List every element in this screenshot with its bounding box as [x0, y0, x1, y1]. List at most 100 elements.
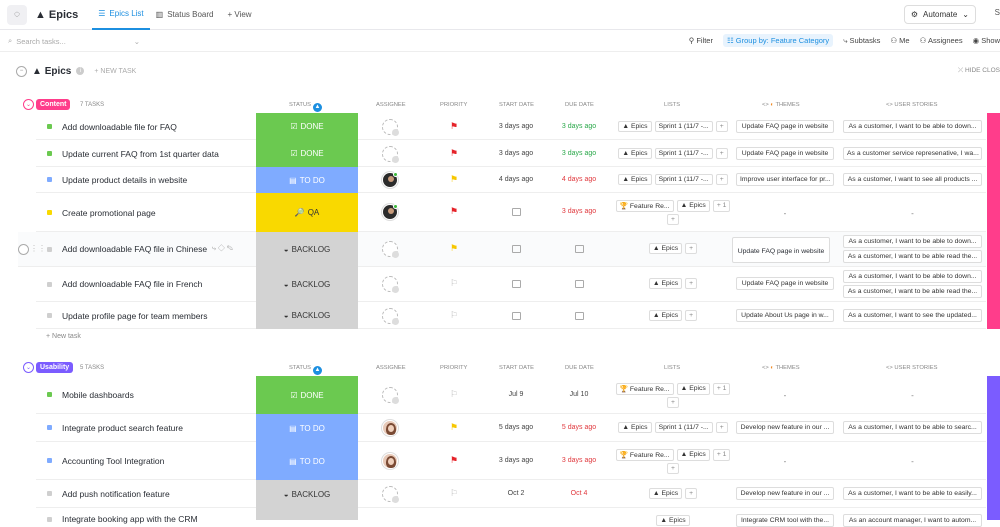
task-name[interactable]: Accounting Tool Integration	[62, 456, 165, 466]
flag-icon[interactable]: ⚐	[450, 310, 459, 320]
list-tag[interactable]: ▲ Epics	[648, 243, 683, 254]
story-tag[interactable]: As a customer, I want to be able to easi…	[843, 487, 982, 500]
table-row[interactable]: Integrate product search feature ▤ TO DO …	[36, 414, 986, 442]
workspace-icon[interactable]: ◌	[7, 4, 27, 25]
due-date[interactable]: Jul 10	[569, 391, 589, 398]
status-cell[interactable]: ☑ DONE	[256, 140, 358, 167]
list-tag[interactable]: ▲ Epics	[656, 515, 690, 526]
list-tag[interactable]: 🏆 Feature Re...	[615, 383, 674, 395]
row-actions-icons[interactable]: ⤷ ◇ ✎	[212, 245, 234, 252]
task-name[interactable]: Add push notification feature	[62, 489, 170, 499]
col-due-date[interactable]: DUE DATE	[565, 365, 594, 371]
tab-epics-list[interactable]: ☰ Epics List	[92, 0, 150, 30]
col-assignee[interactable]: ASSIGNEE	[376, 102, 406, 108]
flag-icon[interactable]: ⚑	[450, 174, 459, 184]
sort-icon[interactable]: ▲	[313, 103, 323, 112]
table-row[interactable]: Add downloadable FAQ file in French ◒ BAC…	[36, 267, 986, 302]
flag-icon[interactable]: ⚑	[450, 206, 459, 216]
col-themes[interactable]: <> ◐ THEMES	[762, 365, 800, 371]
themes-cell[interactable]: Update FAQ page in website	[732, 237, 830, 263]
table-row[interactable]: Integrate booking app with the CRM ▲ Epi…	[36, 508, 986, 527]
table-row[interactable]: Update product details in website ▤ TO DO…	[36, 167, 986, 193]
list-tag[interactable]: ▲ Epics	[676, 383, 710, 395]
task-name[interactable]: Add downloadable FAQ file in Chinese	[62, 244, 208, 254]
hide-closed-button[interactable]: ⤫ HIDE CLOS	[957, 67, 1000, 74]
new-task-button[interactable]: + NEW TASK	[94, 67, 137, 75]
list-tag[interactable]: ▲ Epics	[618, 174, 652, 185]
more-lists[interactable]: + 1	[712, 200, 731, 212]
avatar[interactable]	[382, 420, 398, 436]
theme-tag[interactable]: Update About Us page in w...	[736, 309, 834, 322]
due-date[interactable]: 3 days ago	[561, 208, 597, 215]
list-tag[interactable]: ▲ Epics	[618, 148, 652, 159]
list-tag[interactable]: ▲ Epics	[676, 449, 710, 461]
task-name[interactable]: Add downloadable FAQ file in French	[62, 279, 203, 289]
calendar-icon[interactable]	[575, 280, 584, 288]
story-tag[interactable]: As a customer, I want to be able read th…	[843, 285, 982, 298]
list-tag[interactable]: Sprint 1 (11/7 -...	[654, 174, 713, 185]
calendar-icon[interactable]	[512, 245, 521, 253]
flag-icon[interactable]: ⚑	[450, 243, 459, 253]
automate-button[interactable]: ⚙ Automate ⌄	[903, 5, 976, 24]
table-row[interactable]: Update current FAQ from 1st quarter data…	[36, 140, 986, 167]
list-tag[interactable]: Sprint 1 (11/7 -...	[654, 422, 713, 433]
collapse-group-icon[interactable]: ⌄	[23, 362, 34, 373]
status-cell[interactable]: ▤ TO DO	[256, 442, 358, 480]
col-priority[interactable]: PRIORITY	[440, 102, 468, 108]
table-row[interactable]: Add push notification feature ◒ BACKLOG ⚐…	[36, 480, 986, 508]
start-date[interactable]: Oct 2	[507, 490, 525, 497]
new-task-button[interactable]: + New task	[46, 333, 81, 340]
search-box[interactable]: ⌕ Search tasks... ⌄	[8, 36, 140, 46]
status-cell[interactable]: ◒ BACKLOG	[256, 232, 358, 267]
due-date[interactable]: 3 days ago	[561, 457, 597, 464]
flag-icon[interactable]: ⚑	[450, 121, 459, 131]
status-cell[interactable]: 🔎 QA	[256, 193, 358, 232]
theme-tag[interactable]: Develop new feature in our ...	[736, 487, 834, 500]
add-list-button[interactable]: +	[685, 243, 698, 254]
due-date[interactable]: Oct 4	[570, 490, 588, 497]
list-tag[interactable]: 🏆 Feature Re...	[615, 449, 674, 461]
theme-tag[interactable]: Improve user interface for pr...	[736, 173, 834, 186]
drag-handle-icon[interactable]: ⋮⋮	[30, 244, 46, 253]
story-tag[interactable]: As an account manager, I want to autom..…	[843, 514, 982, 527]
calendar-icon[interactable]	[575, 312, 584, 320]
me-button[interactable]: ⚇ Me	[890, 36, 910, 45]
more-lists[interactable]: + 1	[712, 383, 731, 395]
table-row[interactable]: Add downloadable file for FAQ ☑ DONE ⚑ 3 …	[36, 113, 986, 140]
show-button[interactable]: ◉ Show	[972, 36, 1000, 45]
theme-tag[interactable]: Update FAQ page in website	[736, 120, 834, 133]
status-cell[interactable]: ▤ TO DO	[256, 167, 358, 193]
col-lists[interactable]: LISTS	[664, 365, 681, 371]
status-cell[interactable]: ◒ BACKLOG	[256, 267, 358, 302]
due-date[interactable]: 4 days ago	[561, 176, 597, 183]
table-row[interactable]: ⋮⋮ Add downloadable FAQ file in Chinese …	[18, 232, 986, 267]
calendar-icon[interactable]	[512, 312, 521, 320]
group-badge[interactable]: Usability	[36, 362, 74, 373]
task-name[interactable]: Integrate booking app with the CRM	[62, 514, 198, 524]
group-by-button[interactable]: ☷ Group by: Feature Category	[722, 34, 834, 47]
task-name[interactable]: Mobile dashboards	[62, 390, 134, 400]
theme-tag[interactable]: Update FAQ page in website	[736, 147, 834, 160]
list-tag[interactable]: ▲ Epics	[618, 121, 652, 132]
table-row[interactable]: Update profile page for team members ◒ BA…	[36, 302, 986, 329]
table-row[interactable]: Accounting Tool Integration ▤ TO DO ⚑ 3 d…	[36, 442, 986, 480]
table-row[interactable]: Create promotional page 🔎 QA ⚑ 3 days ago…	[36, 193, 986, 232]
assignee-empty[interactable]	[382, 387, 399, 404]
add-list-button[interactable]: +	[715, 422, 728, 433]
start-date[interactable]: 5 days ago	[498, 424, 534, 431]
list-tag[interactable]: ▲ Epics	[648, 310, 683, 321]
story-tag[interactable]: As a customer, I want to be able to down…	[843, 270, 982, 283]
start-date[interactable]: 3 days ago	[498, 150, 534, 157]
list-tag[interactable]: ▲ Epics	[648, 278, 683, 289]
start-date[interactable]: 3 days ago	[498, 123, 534, 130]
col-due-date[interactable]: DUE DATE	[565, 102, 594, 108]
add-view-button[interactable]: + View	[227, 10, 252, 19]
more-lists[interactable]: + 1	[712, 449, 731, 461]
assignee-empty[interactable]	[382, 486, 399, 503]
start-date[interactable]: Jul 9	[508, 391, 524, 398]
col-priority[interactable]: PRIORITY	[440, 365, 468, 371]
theme-tag[interactable]: Develop new feature in our ...	[736, 421, 834, 434]
task-name[interactable]: Update product details in website	[62, 175, 188, 185]
calendar-icon[interactable]	[512, 280, 521, 288]
flag-icon[interactable]: ⚐	[450, 389, 459, 399]
